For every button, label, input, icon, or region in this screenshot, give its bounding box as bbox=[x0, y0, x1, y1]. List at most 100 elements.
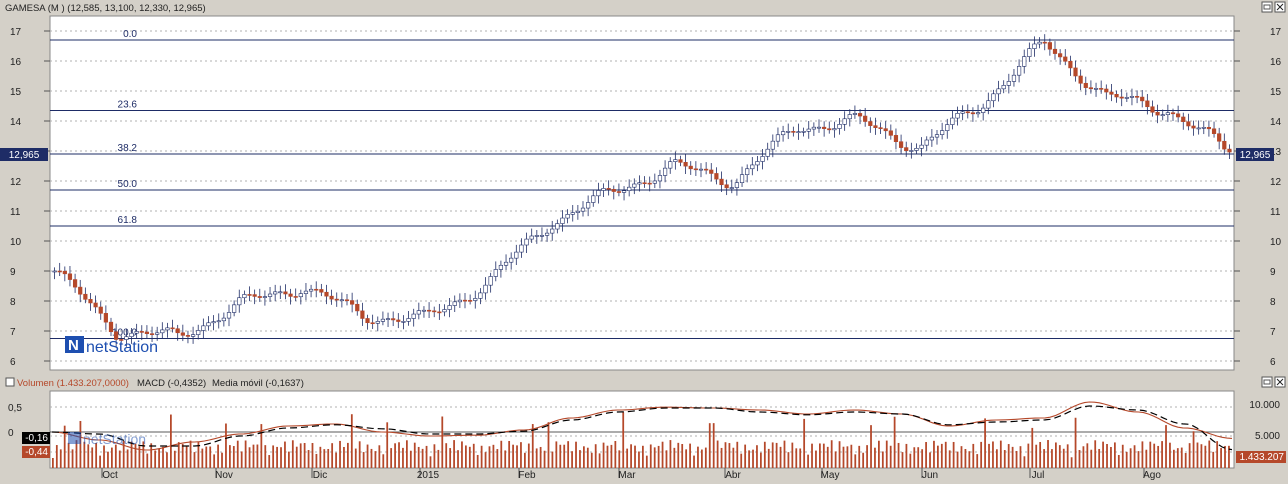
candle-body bbox=[1124, 97, 1129, 99]
svg-text:-0,44: -0,44 bbox=[25, 447, 48, 458]
volume-bar bbox=[122, 440, 125, 468]
volume-bar bbox=[1121, 444, 1124, 468]
fib-label: 0.0 bbox=[123, 29, 137, 40]
candle-body bbox=[857, 113, 863, 117]
volume-bar bbox=[689, 443, 691, 468]
candle-body bbox=[124, 336, 129, 340]
candle-body bbox=[550, 228, 555, 234]
volume-bar bbox=[925, 442, 927, 468]
volume-bar bbox=[496, 449, 499, 468]
volume-bar bbox=[370, 448, 373, 468]
volume-bar bbox=[850, 444, 853, 468]
volume-bar bbox=[811, 443, 813, 468]
candle-body bbox=[473, 298, 478, 301]
volume-bar bbox=[1188, 443, 1191, 468]
candle-body bbox=[1042, 41, 1047, 44]
panel-close-icon[interactable] bbox=[1261, 1, 1286, 13]
month-label: Mar bbox=[618, 470, 636, 481]
candle-body bbox=[1170, 112, 1176, 115]
volume-bar bbox=[905, 443, 908, 468]
candle-body bbox=[555, 223, 560, 230]
volume-bar bbox=[1086, 443, 1089, 468]
volume-bar bbox=[103, 445, 105, 468]
volume-bar bbox=[716, 440, 719, 468]
svg-text:10.000: 10.000 bbox=[1249, 400, 1280, 411]
candle-body bbox=[411, 313, 416, 319]
svg-text:Volumen (1.433.207,0000): Volumen (1.433.207,0000) bbox=[17, 378, 129, 389]
svg-text:MACD (-0,4352): MACD (-0,4352) bbox=[137, 378, 206, 389]
candle-body bbox=[832, 128, 837, 131]
candle-body bbox=[360, 310, 365, 319]
volume-bar bbox=[327, 448, 330, 468]
indicator-close-icon[interactable] bbox=[1261, 376, 1286, 388]
volume-bar bbox=[1074, 417, 1077, 468]
volume-bar bbox=[952, 441, 955, 468]
volume-bar bbox=[390, 448, 393, 468]
candle-body bbox=[242, 294, 247, 299]
candle-body bbox=[196, 330, 201, 335]
volume-bar bbox=[1051, 449, 1053, 468]
month-label: 2015 bbox=[417, 470, 440, 481]
volume-bar bbox=[484, 452, 487, 468]
volume-bar bbox=[465, 445, 467, 468]
volume-bar bbox=[803, 418, 806, 468]
candle-body bbox=[524, 238, 529, 246]
candle-body bbox=[1109, 91, 1114, 95]
candle-body bbox=[262, 296, 268, 298]
volume-bar bbox=[693, 455, 695, 468]
candle-body bbox=[216, 320, 221, 323]
candle-body bbox=[965, 111, 970, 114]
volume-bar bbox=[539, 446, 542, 468]
volume-bar bbox=[158, 448, 160, 468]
candle-body bbox=[78, 286, 83, 295]
volume-bar bbox=[480, 445, 483, 468]
volume-bar bbox=[1110, 446, 1112, 468]
candle-body bbox=[827, 128, 832, 131]
candle-body bbox=[519, 244, 524, 253]
volume-bar bbox=[720, 447, 723, 468]
candle-body bbox=[1140, 96, 1145, 102]
candle-body bbox=[206, 322, 211, 327]
volume-bar bbox=[173, 450, 176, 468]
volume-bar bbox=[677, 442, 680, 468]
candle-body bbox=[544, 232, 550, 236]
candle-body bbox=[406, 318, 411, 322]
candle-body bbox=[909, 150, 914, 152]
candle-body bbox=[375, 321, 380, 324]
volume-bar bbox=[240, 451, 243, 468]
candle-body bbox=[83, 293, 88, 300]
candle-body bbox=[252, 294, 257, 297]
volume-bar bbox=[999, 440, 1002, 468]
candle-body bbox=[493, 269, 498, 277]
candle-body bbox=[729, 187, 734, 189]
volume-bar bbox=[280, 447, 282, 468]
volume-bar bbox=[406, 440, 408, 468]
candle-body bbox=[893, 135, 899, 143]
svg-text:5.000: 5.000 bbox=[1255, 431, 1280, 442]
candle-body bbox=[221, 317, 226, 322]
candle-body bbox=[791, 131, 796, 133]
volume-bar bbox=[940, 443, 943, 468]
svg-text:Media móvil (-0,1637): Media móvil (-0,1637) bbox=[212, 378, 304, 389]
candle-body bbox=[534, 235, 539, 237]
volume-bar bbox=[897, 442, 900, 468]
volume-bar bbox=[822, 443, 825, 468]
volume-bar bbox=[476, 454, 479, 468]
volume-bar bbox=[520, 442, 522, 468]
candle-body bbox=[668, 161, 673, 169]
indicator-watermark: netStation bbox=[68, 431, 146, 447]
candle-body bbox=[396, 319, 401, 322]
candle-body bbox=[627, 186, 632, 191]
month-label: Abr bbox=[725, 470, 741, 481]
price-tick-right: 9 bbox=[1270, 267, 1276, 278]
price-tick-left: 8 bbox=[10, 297, 16, 308]
candle-body bbox=[888, 130, 893, 136]
volume-bar bbox=[315, 453, 318, 468]
volume-bar bbox=[55, 445, 58, 468]
candle-body bbox=[652, 180, 657, 184]
candle-body bbox=[960, 111, 965, 114]
volume-bar bbox=[1224, 445, 1226, 468]
volume-bar bbox=[913, 447, 916, 468]
candle-body bbox=[1217, 133, 1222, 142]
volume-bar bbox=[177, 442, 180, 468]
